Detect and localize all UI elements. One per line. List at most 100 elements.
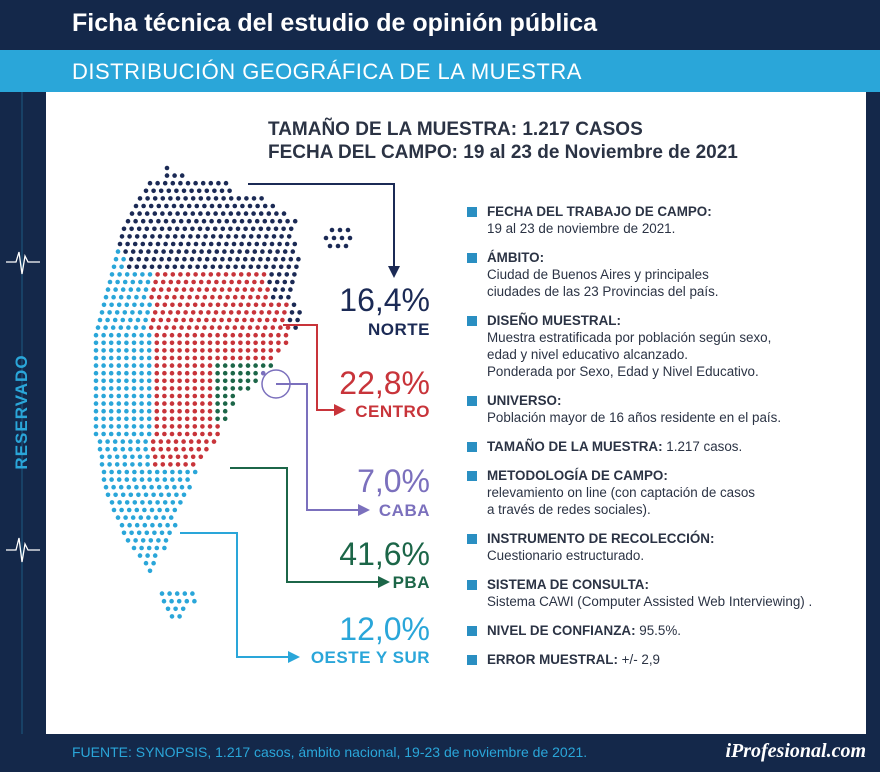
map-dot [126,325,131,330]
map-dot [184,386,190,391]
map-dot [146,393,152,399]
map-dot [262,241,267,247]
map-dot [125,218,131,224]
map-dot [174,287,179,292]
map-dot [137,462,143,467]
map-dot [144,226,150,232]
map-dot [146,340,152,346]
map-dot [289,310,295,315]
map-dot [136,492,141,498]
map-dot [196,317,202,323]
map-dot [178,218,184,224]
map-dot [242,317,247,323]
map-dot [229,249,235,254]
map-dot [176,249,182,254]
map-dot [183,462,188,467]
map-dot [225,264,231,270]
map-dot [173,439,179,444]
map-dot [226,317,232,323]
map-dot [156,218,161,224]
map-dot [177,401,182,406]
map-dot [93,348,99,353]
map-dot [101,408,106,414]
map-dot [234,317,240,323]
map-dot [172,507,178,513]
map-dot [162,393,167,399]
map-dot [136,287,141,292]
map-dot [167,211,173,216]
arrow-caba [358,504,370,516]
square-bullet-icon [467,471,477,481]
map-dot [162,416,167,422]
map-dot [110,325,116,330]
map-dot [265,256,271,262]
map-dot [230,378,236,384]
map-dot [286,234,292,239]
map-dot [216,180,221,186]
map-dot [228,196,234,201]
fact-key: NIVEL DE CONFIANZA: [487,623,636,638]
map-dot [116,370,122,376]
map-dot [137,211,142,216]
map-dot [148,538,154,543]
map-dot [221,310,226,315]
map-dot [216,272,221,277]
map-dot [157,264,162,270]
map-dot [138,279,143,285]
map-dot [154,378,160,384]
map-dot [130,515,136,520]
map-dot [194,218,199,224]
map-dot [139,477,145,482]
map-dot [133,218,138,224]
map-dot [127,522,132,528]
map-dot [169,416,175,422]
map-dot [146,545,152,551]
map-dot [211,317,217,323]
map-dot [184,401,190,406]
map-dot [156,484,162,490]
map-dot [162,386,167,391]
map-dot [194,203,200,209]
map-dot [109,477,114,482]
map-dot [108,416,114,422]
map-dot [245,370,251,376]
map-dot [187,294,192,300]
map-dot [128,317,133,323]
map-dot [101,386,106,391]
map-dot [247,325,253,330]
map-dot [238,302,244,308]
map-dot [146,515,151,520]
map-dot [202,294,208,300]
map-dot [222,332,228,338]
map-dot [277,218,283,224]
map-dot [153,515,159,520]
map-dot [148,218,154,224]
fact-key: DISEÑO MUESTRAL: [487,313,621,328]
fact-value: Sistema CAWI (Computer Assisted Web Inte… [487,594,813,609]
arrow-pba [378,576,390,588]
map-dot [190,211,196,216]
map-dot [171,203,177,209]
map-dot [162,378,167,384]
map-dot [139,469,145,475]
map-dot [217,294,223,300]
map-dot [155,241,161,247]
map-dot [230,332,236,338]
map-dot [151,560,156,566]
map-dot [162,431,167,437]
map-dot [145,196,150,201]
map-dot [200,355,205,361]
map-dot [124,393,129,399]
map-dot [191,279,196,285]
map-dot [295,317,300,323]
map-dot [260,340,266,346]
map-dot [239,241,244,247]
map-dot [339,235,345,241]
map-dot [168,310,173,315]
map-dot [128,256,134,262]
map-dot [190,454,196,460]
map-dot [130,249,136,254]
map-dot [264,317,270,323]
map-dot [222,370,228,376]
map-dot [154,370,160,376]
